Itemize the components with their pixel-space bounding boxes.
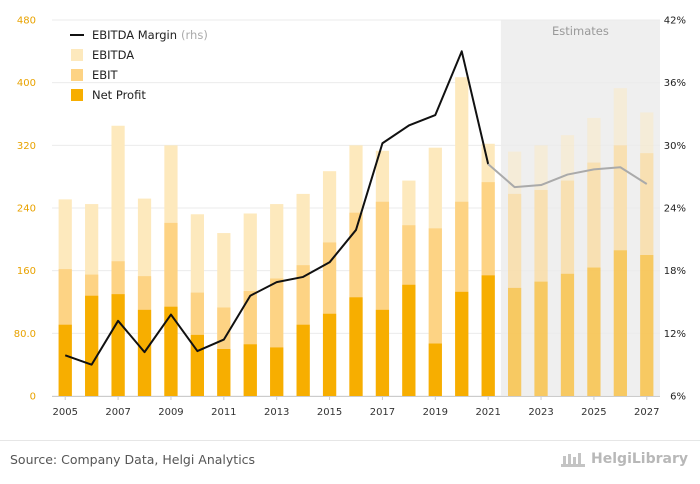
x-tick-label: 2019 [423, 407, 448, 418]
bar-net-profit [296, 324, 310, 396]
legend-label: EBIT [92, 68, 119, 82]
x-tick-label: 2011 [211, 407, 236, 418]
bar-ebit [534, 189, 548, 396]
x-tick-label: 2015 [317, 407, 342, 418]
ebitda-margin-line-estimate [487, 163, 648, 189]
legend-swatch-net-profit [71, 89, 83, 101]
legend-swatch-ebit [71, 69, 83, 81]
y-right-tick-label: 18% [664, 266, 686, 277]
bar-net-profit [481, 275, 495, 396]
bar-net-profit [402, 284, 416, 396]
bar-ebitda [613, 88, 627, 397]
estimates-label: Estimates [552, 24, 609, 38]
bar-net-profit [587, 267, 601, 396]
chart: Estimates 0 80.0 160 240 320 400 480 6% 12% 18% 24… [14, 16, 686, 419]
bar-ebit [587, 162, 601, 396]
bar-net-profit [58, 324, 72, 396]
x-tick-label: 2017 [370, 407, 395, 418]
y-right-tick-label: 24% [664, 204, 686, 215]
y-left-tick-label: 480 [17, 16, 36, 27]
legend-label: Net Profit [92, 88, 146, 102]
bar-ebitda [560, 135, 575, 396]
ebitda-margin-line-actual [64, 50, 490, 366]
bar-net-profit [455, 291, 469, 396]
y-right-tick-label: 6% [670, 392, 686, 403]
x-tick-label: 2025 [581, 407, 606, 418]
x-tick-label: 2021 [475, 407, 500, 418]
legend-label-name: EBITDA [92, 48, 134, 62]
brand-name: HelgiLibrary [591, 451, 688, 467]
y-left-tick-label: 0 [30, 392, 36, 403]
y-right-tick-label: 36% [664, 78, 686, 89]
bar-ebitda [534, 145, 548, 396]
legend-label: EBITDA Margin (rhs) [92, 28, 208, 42]
bar-net-profit [217, 349, 231, 396]
library-icon [561, 453, 586, 467]
y-left-tick-label: 320 [17, 141, 36, 152]
margin-line [64, 50, 648, 366]
bar-ebit [640, 153, 654, 396]
bar-net-profit [270, 347, 284, 396]
bar-net-profit [534, 281, 548, 396]
x-tick-label: 2023 [528, 407, 553, 418]
footer: Source: Company Data, Helgi Analytics He… [0, 440, 700, 484]
bar-net-profit [375, 309, 390, 396]
x-tick-label: 2027 [634, 407, 659, 418]
bar-ebitda [508, 151, 522, 396]
bar-net-profit [164, 306, 178, 396]
legend-swatch-ebitda [71, 49, 83, 61]
legend-label-suffix: (rhs) [181, 28, 208, 42]
bar-ebit [508, 193, 522, 396]
source-note: Source: Company Data, Helgi Analytics [10, 452, 256, 467]
bar-net-profit [322, 313, 337, 396]
brand-logo: HelgiLibrary [560, 450, 688, 468]
bar-ebit [613, 145, 627, 396]
bar-net-profit [428, 343, 442, 396]
bar-net-profit [349, 297, 363, 396]
bar-ebitda [587, 117, 601, 397]
bar-net-profit [613, 250, 627, 396]
bar-net-profit [243, 344, 257, 396]
bar-net-profit [85, 295, 99, 396]
bar-ebit [560, 180, 575, 396]
y-right-tick-label: 12% [664, 329, 686, 340]
legend-label: EBITDA [92, 48, 134, 62]
bar-ebitda [640, 112, 654, 396]
y-left-tick-label: 400 [17, 78, 36, 89]
bar-net-profit [560, 273, 575, 396]
bar-net-profit [111, 294, 125, 396]
x-tick-label: 2005 [52, 407, 77, 418]
x-tick-label: 2013 [264, 407, 289, 418]
x-tick-label: 2007 [105, 407, 130, 418]
y-left-tick-label: 160 [17, 266, 36, 277]
y-right-tick-label: 30% [664, 141, 686, 152]
legend: EBITDA Margin (rhs) EBITDA EBIT Net Profit [70, 28, 208, 102]
bar-net-profit [508, 287, 522, 396]
axes: 0 80.0 160 240 320 400 480 6% 12% 18% 24% 30% 36% 42%… [14, 16, 686, 419]
y-right-tick-label: 42% [664, 16, 686, 27]
legend-label-name: Net Profit [92, 88, 146, 102]
legend-label-name: EBIT [92, 68, 119, 82]
y-left-tick-label: 240 [17, 204, 36, 215]
legend-label-name: EBITDA Margin [92, 28, 177, 42]
y-left-tick-label: 80.0 [14, 329, 36, 340]
bar-net-profit [640, 255, 654, 396]
x-tick-label: 2009 [158, 407, 183, 418]
bars [58, 77, 654, 397]
